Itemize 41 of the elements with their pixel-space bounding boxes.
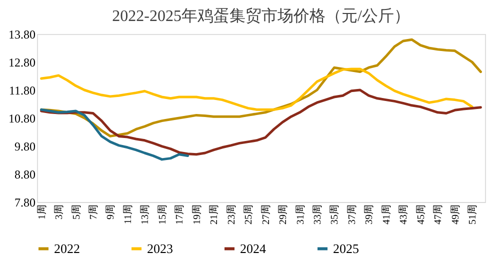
- x-tick-label: 1周: [36, 204, 48, 220]
- x-tick-label: 17周: [174, 204, 186, 224]
- legend-label: 2024: [240, 240, 266, 256]
- x-tick-label: 29周: [278, 204, 290, 224]
- y-tick-label: 13.80: [8, 28, 36, 42]
- x-tick-label: 31周: [295, 204, 306, 224]
- y-tick-label: 8.80: [14, 168, 36, 182]
- x-tick-label: 25周: [244, 204, 255, 224]
- y-tick-label: 9.80: [14, 140, 36, 154]
- x-tick-label: 27周: [260, 204, 272, 224]
- line-series: [40, 68, 474, 111]
- x-tick-label: 7周: [88, 204, 100, 220]
- x-tick-label: 33周: [312, 204, 324, 224]
- legend-label: 2025: [333, 240, 359, 256]
- x-tick-label: 45周: [416, 204, 427, 224]
- line-series: [40, 88, 482, 156]
- chart-title: 2022-2025年鸡蛋集贸市场价格（元/公斤）: [112, 7, 410, 25]
- legend-label: 2022: [54, 240, 80, 256]
- y-tick-label: 10.80: [8, 112, 36, 126]
- x-tick-label: 49周: [450, 204, 462, 224]
- legend-label: 2023: [147, 240, 173, 256]
- x-tick-label: 37周: [346, 204, 358, 224]
- x-tick-label: 51周: [468, 204, 479, 224]
- x-tick-label: 9周: [106, 204, 117, 220]
- y-tick-label: 11.80: [8, 84, 36, 98]
- x-tick-label: 39周: [364, 204, 376, 224]
- x-tick-label: 5周: [71, 204, 82, 220]
- x-tick-label: 47周: [433, 204, 444, 224]
- x-tick-label: 19周: [192, 204, 203, 224]
- line-series: [40, 108, 190, 161]
- x-tick-label: 15周: [157, 204, 168, 224]
- x-tick-label: 23周: [226, 204, 238, 224]
- x-tick-label: 43周: [398, 204, 410, 224]
- y-tick-label: 12.80: [8, 56, 36, 70]
- y-tick-label: 7.80: [14, 196, 36, 210]
- x-tick-label: 35周: [330, 204, 341, 224]
- x-tick-label: 21周: [209, 204, 220, 224]
- x-tick-label: 11周: [122, 204, 134, 224]
- x-tick-label: 3周: [54, 204, 66, 220]
- x-tick-label: 13周: [140, 204, 152, 224]
- x-tick-label: 41周: [381, 204, 392, 224]
